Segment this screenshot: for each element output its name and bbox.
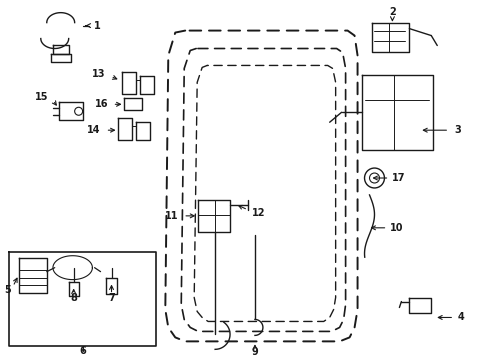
Text: 10: 10 [388,223,402,233]
Text: 6: 6 [79,346,86,356]
Text: 7: 7 [108,293,115,302]
Text: 16: 16 [95,99,108,109]
Text: 8: 8 [70,293,77,302]
Text: 14: 14 [87,125,101,135]
Text: 15: 15 [35,92,49,102]
Text: 9: 9 [251,347,258,357]
Text: 17: 17 [392,173,405,183]
Text: 5: 5 [4,284,11,294]
Text: 1: 1 [93,21,100,31]
Text: 2: 2 [388,6,395,17]
Text: 13: 13 [92,69,105,80]
Text: 12: 12 [251,208,265,218]
Text: 4: 4 [456,312,463,323]
Text: 11: 11 [164,211,178,221]
Text: 3: 3 [453,125,460,135]
